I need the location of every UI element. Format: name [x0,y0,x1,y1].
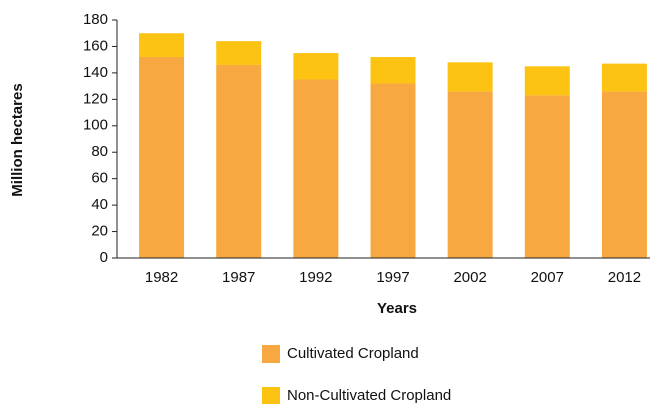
bar-segment [293,79,339,258]
x-tick-label: 1992 [299,269,332,286]
bar-segment [293,53,339,80]
bar-segment [601,91,647,259]
y-tick-label: 60 [91,170,108,187]
bar-segment [139,33,185,58]
y-tick-label: 0 [100,249,108,266]
bar-segment [370,83,416,258]
bar-segment [216,41,262,65]
bar-segment [447,62,493,92]
x-tick-label: 2002 [453,269,486,286]
y-tick-label: 140 [83,64,108,81]
y-tick-label: 100 [83,117,108,134]
bar-segment [216,64,262,258]
y-tick-label: 160 [83,37,108,54]
x-tick-label: 2012 [608,269,641,286]
legend-label: Cultivated Cropland [287,345,419,362]
legend-label: Non-Cultivated Cropland [287,387,451,404]
y-tick-label: 40 [91,196,108,213]
y-tick-label: 120 [83,90,108,107]
y-axis-label: Million hectares [9,83,26,196]
bar-segment [601,63,647,92]
y-tick-label: 180 [83,11,108,28]
bar-segment [447,91,493,259]
legend-swatch [262,345,280,363]
legend-swatch [262,387,280,404]
x-tick-label: 1982 [145,269,178,286]
x-axis-label: Years [377,300,417,317]
x-tick-label: 1987 [222,269,255,286]
x-tick-label: 1997 [376,269,409,286]
bar-segment [524,66,570,96]
bar-segment [139,57,185,259]
bar-segment [524,95,570,258]
y-tick-label: 80 [91,143,108,160]
y-tick-label: 20 [91,223,108,240]
bar-segment [370,57,416,84]
x-tick-label: 2007 [531,269,564,286]
